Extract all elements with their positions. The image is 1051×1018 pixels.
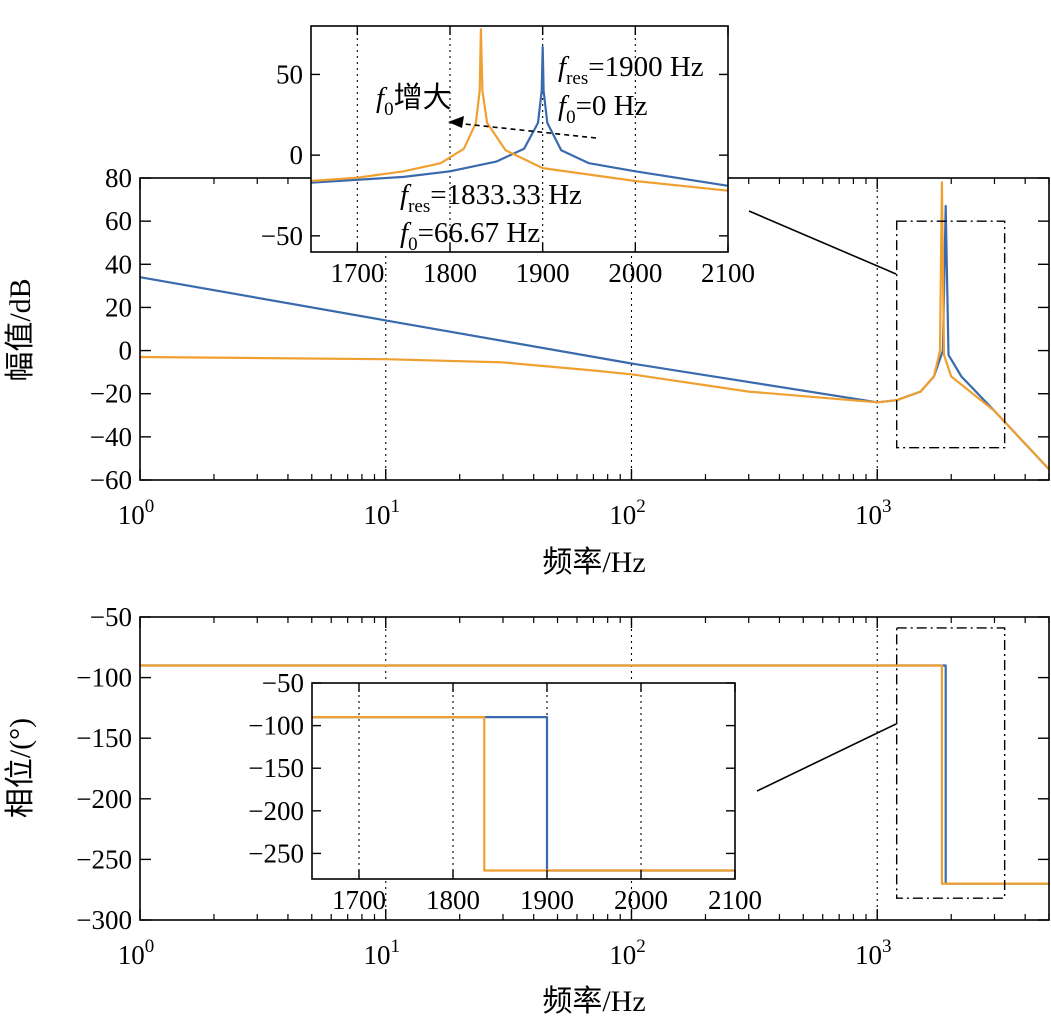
phase-y-tick-label: −200: [76, 784, 132, 814]
magnitude_inset-x-tick-label: 1700: [330, 258, 384, 288]
phase_inset-y-tick-label: −200: [248, 796, 304, 826]
magnitude-y-axis-label: 幅值/dB: [4, 278, 37, 381]
phase-panel: 100 101 102 103 −50 −100 −150 −200 −250 −300 相位/(…: [4, 602, 1050, 1018]
magnitude-y-tick-label: 20: [105, 292, 132, 322]
phase-zoom-connector: [756, 723, 897, 792]
magnitude-x-axis-label: 频率/Hz: [542, 546, 645, 579]
phase-x-tick-label: 101: [363, 936, 400, 970]
phase-y-tick-label: −50: [90, 602, 132, 632]
blue-fres-annotation: fres=1900 Hz: [558, 51, 704, 89]
phase_inset-x-tick-label: 1900: [520, 885, 574, 915]
magnitude-y-tick-label: −40: [90, 422, 132, 452]
orange-f0-annotation: f0=66.67 Hz: [400, 217, 540, 255]
magnitude-panel: 100 101 102 103 80 60 40 20 0 −20 −40 −60 幅值/dB 频率/…: [4, 163, 1050, 579]
phase_inset-y-tick-label: −150: [248, 753, 304, 783]
phase_inset-series-orange: [312, 715, 735, 872]
magnitude-x-tick-label: 100: [118, 496, 155, 530]
magnitude-series-orange: [139, 181, 1050, 470]
f0-increase-arrow: [454, 122, 597, 139]
phase-y-tick-label: −100: [76, 663, 132, 693]
phase-y-axis-label: 相位/(°): [4, 718, 37, 818]
phase_inset-y-tick-label: −50: [262, 668, 304, 698]
phase-y-tick-label: −300: [76, 905, 132, 935]
magnitude-y-tick-label: 80: [105, 163, 132, 193]
magnitude_inset-x-tick-label: 2100: [701, 258, 755, 288]
phase_inset-x-tick-label: 2000: [614, 885, 668, 915]
phase-x-tick-label: 103: [855, 936, 892, 970]
phase_inset-y-tick-label: −250: [248, 838, 304, 868]
f0-increase-arrowhead: [448, 116, 464, 128]
magnitude_inset-x-tick-label: 2000: [608, 258, 662, 288]
phase_inset-x-tick-label: 1800: [426, 885, 480, 915]
magnitude-zoom-box: [895, 220, 1006, 449]
blue-f0-annotation: f0=0 Hz: [558, 90, 648, 128]
magnitude_inset-series-blue: [310, 45, 729, 187]
magnitude-y-tick-label: 60: [105, 206, 132, 236]
magnitude_inset-series-orange: [310, 28, 729, 192]
magnitude_inset-y-tick-label: −50: [261, 221, 303, 251]
magnitude-x-tick-label: 101: [363, 496, 400, 530]
phase-series-orange: [140, 664, 1049, 885]
phase-y-tick-label: −150: [76, 723, 132, 753]
phase_inset-x-tick-label: 1700: [332, 885, 386, 915]
magnitude_inset-x-tick-label: 1900: [516, 258, 570, 288]
magnitude-x-tick-label: 103: [855, 496, 892, 530]
magnitude_inset-y-tick-label: 50: [276, 59, 303, 89]
magnitude-y-tick-label: −60: [90, 465, 132, 495]
phase_inset-x-tick-label: 2100: [708, 885, 762, 915]
magnitude-x-tick-label: 102: [609, 496, 646, 530]
magnitude_inset-y-tick-label: 0: [290, 140, 304, 170]
phase-y-tick-label: −250: [76, 844, 132, 874]
orange-fres-annotation: fres=1833.33 Hz: [400, 179, 582, 217]
phase-inset: 1700 1800 1900 2000 2100 −50 −100 −150 −200 −250: [248, 668, 762, 915]
magnitude-y-tick-label: −20: [90, 379, 132, 409]
phase-x-axis-label: 频率/Hz: [542, 985, 645, 1018]
phase-plot-frame: [139, 616, 1050, 921]
phase-x-tick-label: 100: [118, 936, 155, 970]
phase-inset-frame: [311, 682, 736, 880]
magnitude-y-tick-label: 0: [119, 336, 133, 366]
magnitude-y-tick-label: 40: [105, 249, 132, 279]
magnitude-inset-frame: [310, 25, 729, 253]
magnitude-zoom-connector: [748, 210, 897, 275]
phase-zoom-box: [895, 627, 1006, 899]
magnitude_inset-x-tick-label: 1800: [423, 258, 477, 288]
phase_inset-y-tick-label: −100: [248, 711, 304, 741]
phase-x-tick-label: 102: [609, 936, 646, 970]
